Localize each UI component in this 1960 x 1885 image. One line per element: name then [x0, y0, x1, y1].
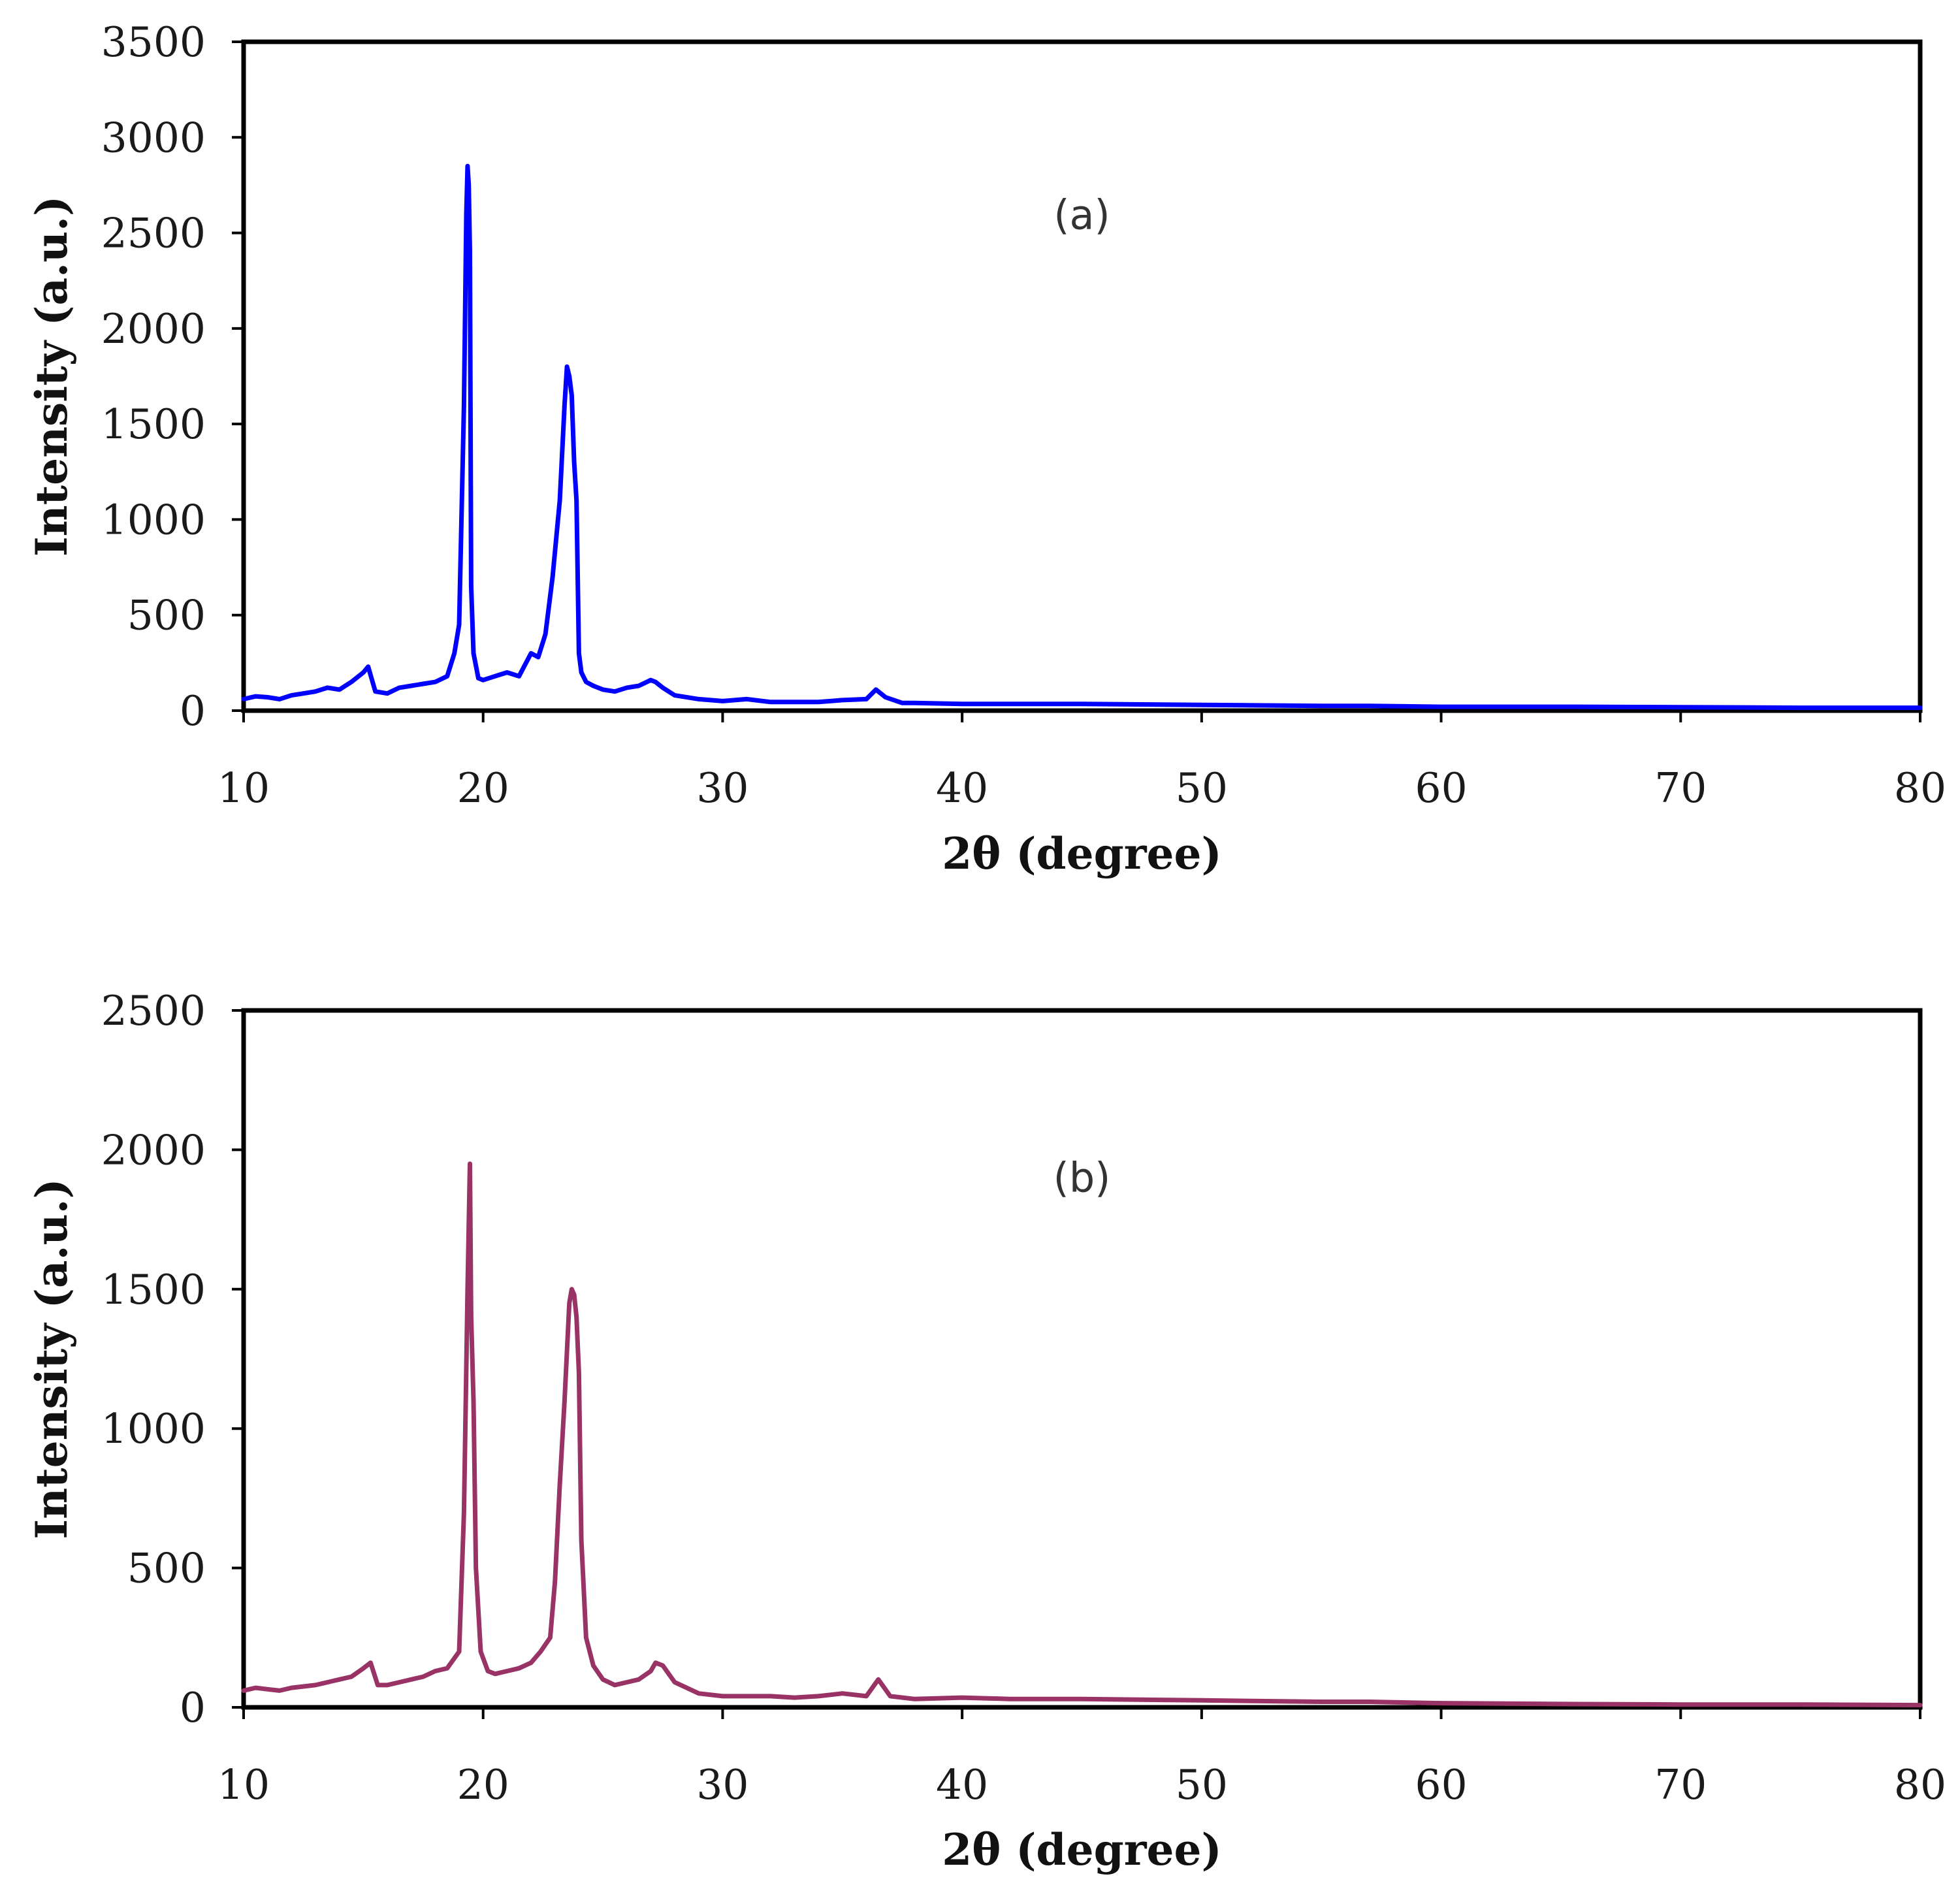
x-tick-label: 10 — [217, 764, 270, 812]
x-tick-label: 80 — [1894, 764, 1946, 812]
x-tick-label: 50 — [1176, 1761, 1228, 1809]
x-axis-title: 2θ (degree) — [942, 1824, 1221, 1875]
y-tick-label: 1500 — [101, 1266, 206, 1313]
y-tick-label: 0 — [180, 1684, 206, 1732]
y-tick-label: 3500 — [101, 18, 206, 66]
y-tick-label: 1500 — [101, 400, 206, 448]
y-tick-label: 0 — [180, 687, 206, 735]
series-line-a — [241, 163, 1923, 711]
chart-panel-b: 0 500 1000 1500 2000 2500 10 20 30 40 50 60 70 80 2θ (… — [26, 987, 1946, 1875]
y-tick-label: 2500 — [101, 210, 206, 257]
x-tick-label: 20 — [457, 764, 509, 812]
x-tick-label: 30 — [696, 764, 748, 812]
x-tick-label: 70 — [1654, 764, 1707, 812]
panel-label: (b) — [1053, 1153, 1111, 1201]
x-tick-label: 40 — [936, 764, 988, 812]
x-tick-label: 60 — [1415, 1761, 1467, 1809]
plot-frame — [241, 1008, 1923, 1710]
y-tick-label: 2500 — [101, 987, 206, 1035]
y-tick-label: 500 — [127, 1545, 206, 1592]
y-tick-label: 2000 — [101, 1126, 206, 1174]
x-tick-label: 30 — [696, 1761, 748, 1809]
y-tick-label: 3000 — [101, 114, 206, 161]
chart-panel-a: 0 500 1000 1500 2000 2500 3000 3500 10 20 30 40 50 60… — [26, 18, 1946, 879]
x-tick-label: 10 — [217, 1761, 270, 1809]
series-line-b — [241, 1161, 1923, 1708]
x-tick-label: 20 — [457, 1761, 509, 1809]
y-axis-title: Intensity (a.u.) — [26, 1178, 77, 1539]
plot-frame — [241, 39, 1923, 713]
x-axis-title: 2θ (degree) — [942, 828, 1221, 879]
y-tick-label: 500 — [127, 592, 206, 639]
panel-label: (a) — [1053, 191, 1110, 239]
y-axis-title: Intensity (a.u.) — [26, 196, 77, 557]
y-tick-label: 1000 — [101, 1405, 206, 1453]
y-tick-label: 2000 — [101, 305, 206, 353]
x-tick-label: 50 — [1176, 764, 1228, 812]
y-tick-label: 1000 — [101, 496, 206, 543]
x-tick-label: 40 — [936, 1761, 988, 1809]
x-tick-label: 80 — [1894, 1761, 1946, 1809]
x-tick-label: 70 — [1654, 1761, 1707, 1809]
x-tick-label: 60 — [1415, 764, 1467, 812]
